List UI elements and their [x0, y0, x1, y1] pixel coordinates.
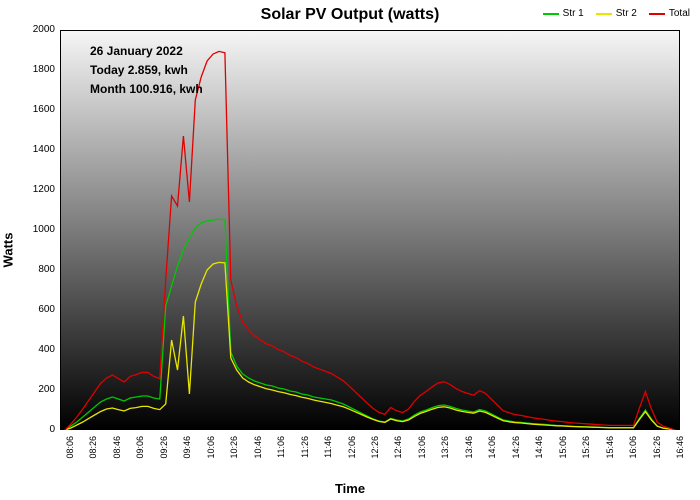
x-tick-label: 13:26	[440, 436, 450, 476]
x-tick-label: 10:46	[253, 436, 263, 476]
x-tick-label: 10:26	[229, 436, 239, 476]
x-tick-label: 14:26	[511, 436, 521, 476]
y-tick-label: 1400	[15, 144, 55, 155]
annotation-month: Month 100.916, kwh	[90, 80, 203, 99]
x-tick-label: 12:46	[393, 436, 403, 476]
legend-item: Str 1	[543, 8, 584, 19]
annotation-date: 26 January 2022	[90, 42, 203, 61]
x-tick-label: 16:06	[628, 436, 638, 476]
x-tick-label: 11:46	[323, 436, 333, 476]
y-tick-label: 800	[15, 264, 55, 275]
legend: Str 1 Str 2 Total	[543, 8, 690, 19]
x-tick-label: 11:06	[276, 436, 286, 476]
legend-swatch	[649, 13, 665, 15]
legend-item: Total	[649, 8, 690, 19]
annotation-box: 26 January 2022 Today 2.859, kwh Month 1…	[90, 42, 203, 100]
x-axis-label: Time	[0, 481, 700, 496]
x-tick-label: 16:46	[675, 436, 685, 476]
legend-item: Str 2	[596, 8, 637, 19]
y-tick-label: 200	[15, 384, 55, 395]
x-tick-label: 15:06	[558, 436, 568, 476]
x-tick-label: 12:26	[370, 436, 380, 476]
y-tick-label: 1800	[15, 64, 55, 75]
annotation-today: Today 2.859, kwh	[90, 61, 203, 80]
x-tick-label: 16:26	[652, 436, 662, 476]
y-tick-label: 0	[15, 424, 55, 435]
x-tick-label: 08:06	[65, 436, 75, 476]
y-tick-label: 600	[15, 304, 55, 315]
legend-swatch	[596, 13, 612, 15]
y-tick-label: 400	[15, 344, 55, 355]
x-tick-label: 13:46	[464, 436, 474, 476]
legend-swatch	[543, 13, 559, 15]
x-tick-label: 12:06	[347, 436, 357, 476]
x-tick-label: 08:26	[88, 436, 98, 476]
y-tick-label: 1200	[15, 184, 55, 195]
x-tick-label: 09:06	[135, 436, 145, 476]
chart-container: Solar PV Output (watts) Str 1Str 2Total …	[0, 0, 700, 500]
x-tick-label: 14:46	[534, 436, 544, 476]
legend-label: Str 2	[616, 8, 637, 19]
legend-label: Str 1	[563, 8, 584, 19]
y-tick-label: 1000	[15, 224, 55, 235]
x-tick-label: 13:06	[417, 436, 427, 476]
x-tick-label: 15:46	[605, 436, 615, 476]
legend-label: Total	[669, 8, 690, 19]
x-tick-label: 15:26	[581, 436, 591, 476]
y-tick-label: 1600	[15, 104, 55, 115]
x-tick-label: 09:46	[182, 436, 192, 476]
x-tick-label: 11:26	[300, 436, 310, 476]
x-tick-label: 10:06	[206, 436, 216, 476]
y-tick-label: 2000	[15, 24, 55, 35]
x-tick-label: 08:46	[112, 436, 122, 476]
x-tick-label: 09:26	[159, 436, 169, 476]
x-tick-label: 14:06	[487, 436, 497, 476]
y-axis-label: Watts	[1, 233, 16, 268]
